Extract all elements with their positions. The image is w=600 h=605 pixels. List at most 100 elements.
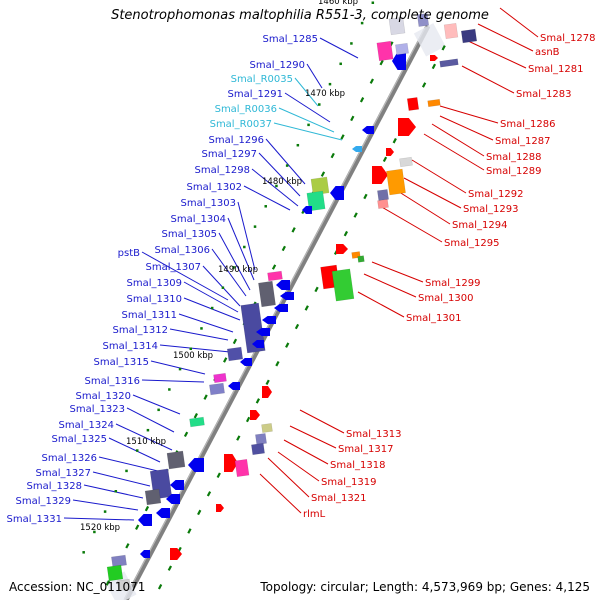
- kbp-scale-labels: 1460 kbp 1470 kbp 1480 kbp 1490 kbp 1500 kbp…: [80, 0, 358, 533]
- kbp-label: 1510 kbp: [126, 437, 166, 447]
- gene-arrow-forward: [372, 166, 388, 184]
- gene-label-left: Smal_1316: [85, 376, 140, 387]
- tick-mark: [330, 152, 335, 159]
- gene-arrow-forward: [398, 118, 416, 136]
- outer-tick: [103, 510, 107, 513]
- gene-label-left: Smal_1328: [27, 481, 82, 492]
- gene-label-left: Smal_1325: [52, 434, 107, 445]
- outer-tick: [253, 225, 257, 228]
- label-connector: [499, 7, 539, 38]
- outer-tick: [189, 347, 193, 351]
- kbp-label: 1520 kbp: [80, 523, 120, 533]
- gene-label-left: Smal_1329: [16, 496, 71, 507]
- gene-label-right: Smal_1300: [418, 293, 473, 304]
- label-connector: [251, 168, 299, 207]
- label-connector: [306, 63, 323, 89]
- gene-label-right: Smal_1278: [540, 33, 595, 44]
- gene-label-right: Smal_1288: [486, 152, 541, 163]
- outer-tick: [243, 245, 246, 249]
- label-connector: [477, 23, 534, 52]
- outer-tick: [275, 184, 278, 188]
- tick-mark: [382, 156, 388, 163]
- gene-label-left: Smal_R0035: [231, 74, 293, 85]
- label-connector: [319, 37, 359, 59]
- gene-label-left: Smal_1314: [103, 341, 158, 352]
- gene-label-left: Smal_1327: [36, 468, 91, 479]
- tick-mark: [285, 342, 290, 348]
- label-connector: [278, 107, 335, 133]
- gene-arrow-reverse: [228, 382, 240, 390]
- gene-label-right: Smal_1301: [406, 313, 461, 324]
- outer-tick: [339, 62, 342, 66]
- gene-arrow-reverse: [330, 186, 344, 200]
- outer-tick: [232, 266, 235, 269]
- outer-tick: [114, 489, 118, 493]
- gene-labels-group: Smal_1285 Smal_1290 Smal_R0035 Smal_1291 Sma…: [7, 33, 596, 525]
- label-connector: [363, 273, 417, 298]
- label-connector: [267, 457, 310, 498]
- label-connector: [115, 423, 173, 451]
- tick-mark: [271, 264, 277, 270]
- gene-label-left: Smal_1304: [171, 214, 226, 225]
- gene-block: [377, 199, 389, 209]
- gene-label-left: Smal_1305: [162, 229, 217, 240]
- tick-mark: [343, 230, 349, 237]
- outer-tick: [350, 42, 353, 45]
- label-connector: [243, 185, 291, 211]
- gene-label-left: Smal_1310: [127, 294, 182, 305]
- gene-block: [376, 40, 394, 62]
- gene-label-right: asnB: [535, 47, 560, 58]
- gene-block: [255, 433, 267, 445]
- gene-block: [388, 16, 406, 36]
- gene-block: [258, 280, 276, 308]
- gene-label-left: Smal_1296: [209, 135, 264, 146]
- outer-tick: [146, 428, 150, 432]
- gene-label-left: Smal_1311: [122, 310, 177, 321]
- gene-label-left: Smal_1285: [263, 34, 318, 45]
- kbp-label: 1470 kbp: [305, 89, 345, 99]
- gene-block: [439, 58, 459, 68]
- tick-mark: [340, 134, 345, 140]
- gene-features-group: [106, 13, 478, 592]
- gene-block: [234, 458, 250, 478]
- outer-tick: [82, 551, 85, 554]
- outer-tick: [135, 449, 139, 452]
- gene-label-right: Smal_1313: [346, 429, 401, 440]
- map-title: Stenotrophomonas maltophilia R551-3, com…: [111, 8, 489, 23]
- label-connector: [294, 77, 319, 107]
- label-connector: [183, 281, 239, 313]
- gene-arrow-forward: [386, 148, 394, 156]
- outer-tick: [200, 327, 203, 330]
- tick-mark: [353, 212, 358, 218]
- tick-mark: [216, 472, 221, 478]
- outer-tick: [318, 103, 321, 106]
- gene-block: [213, 372, 227, 384]
- gene-block: [386, 168, 406, 196]
- tick-mark: [183, 431, 189, 438]
- outer-tick: [93, 530, 96, 534]
- outer-tick: [371, 1, 375, 4]
- gene-arrow-reverse: [280, 292, 294, 300]
- tick-mark: [144, 505, 150, 512]
- gene-label-left: Smal_1297: [202, 149, 257, 160]
- gene-block: [357, 255, 365, 263]
- gene-arrow-reverse: [302, 206, 312, 214]
- kbp-label: 1460 kbp: [318, 0, 358, 7]
- gene-arrow-reverse: [156, 508, 170, 518]
- label-connector: [63, 517, 135, 521]
- label-connector: [431, 123, 485, 157]
- gene-arrow-forward: [170, 548, 182, 560]
- tick-mark: [291, 227, 296, 233]
- gene-block: [261, 423, 273, 433]
- topology-text: Topology: circular; Length: 4,573,969 bp…: [260, 580, 590, 594]
- label-connector-lines: [63, 7, 539, 521]
- label-connector: [461, 65, 515, 94]
- gene-arrow-reverse: [252, 340, 264, 348]
- tick-mark: [265, 379, 270, 386]
- gene-label-left: Smal_1312: [113, 325, 168, 336]
- label-connector: [439, 105, 499, 124]
- gene-label-left: Smal_1309: [127, 278, 182, 289]
- gene-block: [331, 268, 355, 302]
- tick-mark: [245, 416, 251, 423]
- outer-tick: [125, 469, 128, 473]
